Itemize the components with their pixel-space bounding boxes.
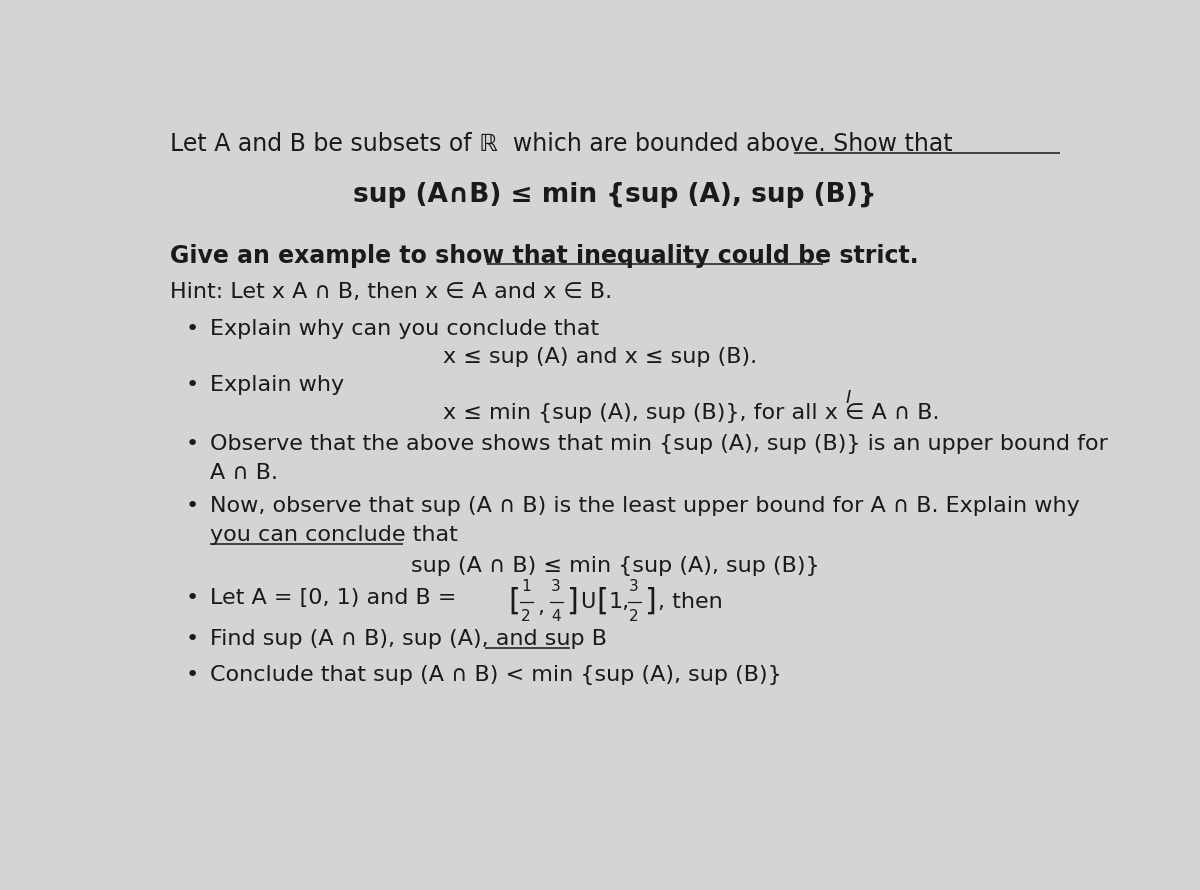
Text: Let A = [0, 1) and B =: Let A = [0, 1) and B = bbox=[210, 588, 464, 608]
Text: x ≤ min {sup (A), sup (B)}, for all x ∈ A ∩ B.: x ≤ min {sup (A), sup (B)}, for all x ∈ … bbox=[443, 403, 940, 423]
Text: Now, observe that sup (A ∩ B) is the least upper bound for A ∩ B. Explain why: Now, observe that sup (A ∩ B) is the lea… bbox=[210, 496, 1080, 516]
Text: 4: 4 bbox=[551, 609, 560, 624]
Text: Give an example to show that inequality could be strict.: Give an example to show that inequality … bbox=[170, 244, 919, 268]
Text: Observe that the above shows that min {sup (A), sup (B)} is an upper bound for: Observe that the above shows that min {s… bbox=[210, 434, 1109, 455]
Text: A ∩ B.: A ∩ B. bbox=[210, 463, 278, 483]
Text: 3: 3 bbox=[629, 579, 638, 594]
Text: •: • bbox=[185, 320, 198, 339]
Text: 2: 2 bbox=[629, 609, 638, 624]
Text: x ≤ sup (A) and x ≤ sup (B).: x ≤ sup (A) and x ≤ sup (B). bbox=[443, 346, 757, 367]
Text: 3: 3 bbox=[551, 579, 560, 594]
Text: 1: 1 bbox=[521, 579, 530, 594]
Text: •: • bbox=[185, 588, 198, 608]
Text: Hint: Let x A ∩ B, then x ∈ A and x ∈ B.: Hint: Let x A ∩ B, then x ∈ A and x ∈ B. bbox=[170, 282, 612, 303]
Text: •: • bbox=[185, 434, 198, 455]
Text: 2: 2 bbox=[521, 609, 530, 624]
Text: Explain why: Explain why bbox=[210, 376, 344, 395]
Text: •: • bbox=[185, 376, 198, 395]
Text: ,: , bbox=[536, 597, 544, 617]
Text: [: [ bbox=[596, 587, 608, 616]
Text: sup (A∩B) ≤ min {sup (A), sup (B)}: sup (A∩B) ≤ min {sup (A), sup (B)} bbox=[353, 182, 877, 208]
Text: •: • bbox=[185, 496, 198, 516]
Text: Let A and B be subsets of ℝ  which are bounded above. Show that: Let A and B be subsets of ℝ which are bo… bbox=[170, 132, 953, 156]
Text: ]: ] bbox=[565, 587, 577, 616]
Text: [: [ bbox=[508, 587, 520, 616]
Text: Explain why can you conclude that: Explain why can you conclude that bbox=[210, 320, 600, 339]
Text: 1,: 1, bbox=[608, 592, 630, 611]
Text: Find sup (A ∩ B), sup (A), and sup B: Find sup (A ∩ B), sup (A), and sup B bbox=[210, 629, 607, 649]
Text: U: U bbox=[580, 592, 595, 611]
Text: •: • bbox=[185, 629, 198, 649]
Text: you can conclude that: you can conclude that bbox=[210, 525, 458, 545]
Text: sup (A ∩ B) ≤ min {sup (A), sup (B)}: sup (A ∩ B) ≤ min {sup (A), sup (B)} bbox=[410, 555, 820, 576]
Text: Conclude that sup (A ∩ B) < min {sup (A), sup (B)}: Conclude that sup (A ∩ B) < min {sup (A)… bbox=[210, 666, 782, 685]
Text: , then: , then bbox=[658, 592, 722, 611]
Text: •: • bbox=[185, 666, 198, 685]
Text: I: I bbox=[846, 389, 851, 407]
Text: ]: ] bbox=[644, 587, 655, 616]
